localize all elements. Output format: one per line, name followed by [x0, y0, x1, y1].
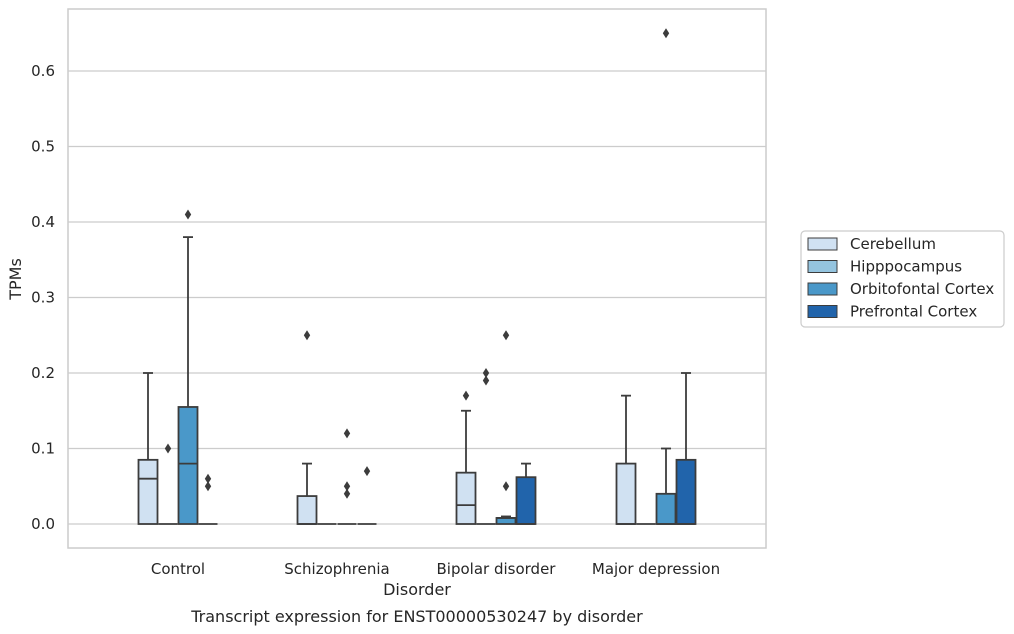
box-plot-element — [198, 473, 218, 525]
legend-frame — [800, 230, 1005, 328]
y-tick-label: 0.2 — [31, 364, 55, 382]
x-axis-ticks: Control Schizophrenia Bipolar disorder Majo… — [151, 560, 720, 578]
legend-label: Orbitofontal Cortex — [850, 280, 994, 298]
box-iqr — [655, 492, 677, 525]
legend-swatch — [807, 305, 838, 318]
box-iqr — [296, 495, 318, 525]
x-tick-label: Control — [151, 560, 205, 578]
y-tick-label: 0.5 — [31, 138, 55, 156]
outlier-point — [164, 443, 172, 454]
box-plot-element — [177, 209, 199, 525]
box-plot-element — [495, 330, 517, 525]
outlier-point — [482, 375, 490, 386]
box-plot-element — [655, 28, 677, 525]
box-plot-element — [158, 443, 178, 525]
boxes-layer — [137, 28, 697, 525]
x-axis-title: Disorder — [383, 580, 451, 599]
box-plot-element — [137, 372, 159, 525]
legend-swatch — [807, 282, 838, 296]
y-axis-ticks: 0.0 0.1 0.2 0.3 0.4 0.5 0.6 — [31, 62, 55, 533]
box-iqr — [495, 517, 517, 525]
y-tick-label: 0.4 — [31, 213, 55, 231]
y-tick-label: 0.3 — [31, 289, 55, 307]
y-tick-label: 0.6 — [31, 62, 55, 80]
outlier-point — [343, 488, 351, 499]
legend-swatch — [807, 237, 838, 251]
plot-background — [68, 9, 766, 548]
outlier-point — [462, 390, 470, 401]
legend: Cerebellum Hipppocampus Orbitofontal Corte… — [800, 230, 1005, 328]
outlier-point — [502, 481, 510, 492]
box-iqr — [137, 458, 159, 525]
box-plot-element — [337, 428, 357, 525]
box-plot-element — [675, 372, 697, 525]
y-axis-title: TPMs — [6, 258, 25, 301]
box-plot-element — [515, 462, 537, 525]
outlier-point — [343, 481, 351, 492]
outlier-point — [502, 330, 510, 341]
x-tick-label: Bipolar disorder — [437, 560, 557, 578]
box-plot-element — [615, 394, 637, 525]
box-iqr — [615, 462, 637, 525]
outlier-point — [482, 368, 490, 378]
outlier-point — [363, 466, 371, 477]
box-plot-element — [476, 368, 496, 525]
chart-caption: Transcript expression for ENST0000053024… — [190, 607, 643, 626]
box-plot-element — [296, 330, 318, 525]
outlier-point — [303, 330, 311, 341]
outlier-point — [204, 481, 212, 492]
box-iqr — [455, 471, 477, 525]
outlier-point — [204, 473, 212, 484]
legend-label: Cerebellum — [850, 235, 936, 253]
x-tick-label: Major depression — [592, 560, 720, 578]
outlier-point — [184, 209, 192, 220]
outlier-point — [343, 428, 351, 439]
box-plot-element — [455, 390, 477, 525]
box-iqr — [177, 406, 199, 525]
box-iqr — [515, 476, 537, 525]
box-plot-element — [357, 466, 377, 525]
y-tick-label: 0.0 — [31, 515, 55, 533]
outlier-point — [662, 28, 670, 39]
x-tick-label: Schizophrenia — [284, 560, 389, 578]
box-iqr — [675, 458, 697, 525]
plot-frame — [67, 8, 767, 549]
legend-swatch — [807, 260, 838, 273]
legend-label: Prefrontal Cortex — [850, 303, 977, 321]
legend-label: Hipppocampus — [850, 258, 962, 276]
y-tick-label: 0.1 — [31, 440, 55, 458]
